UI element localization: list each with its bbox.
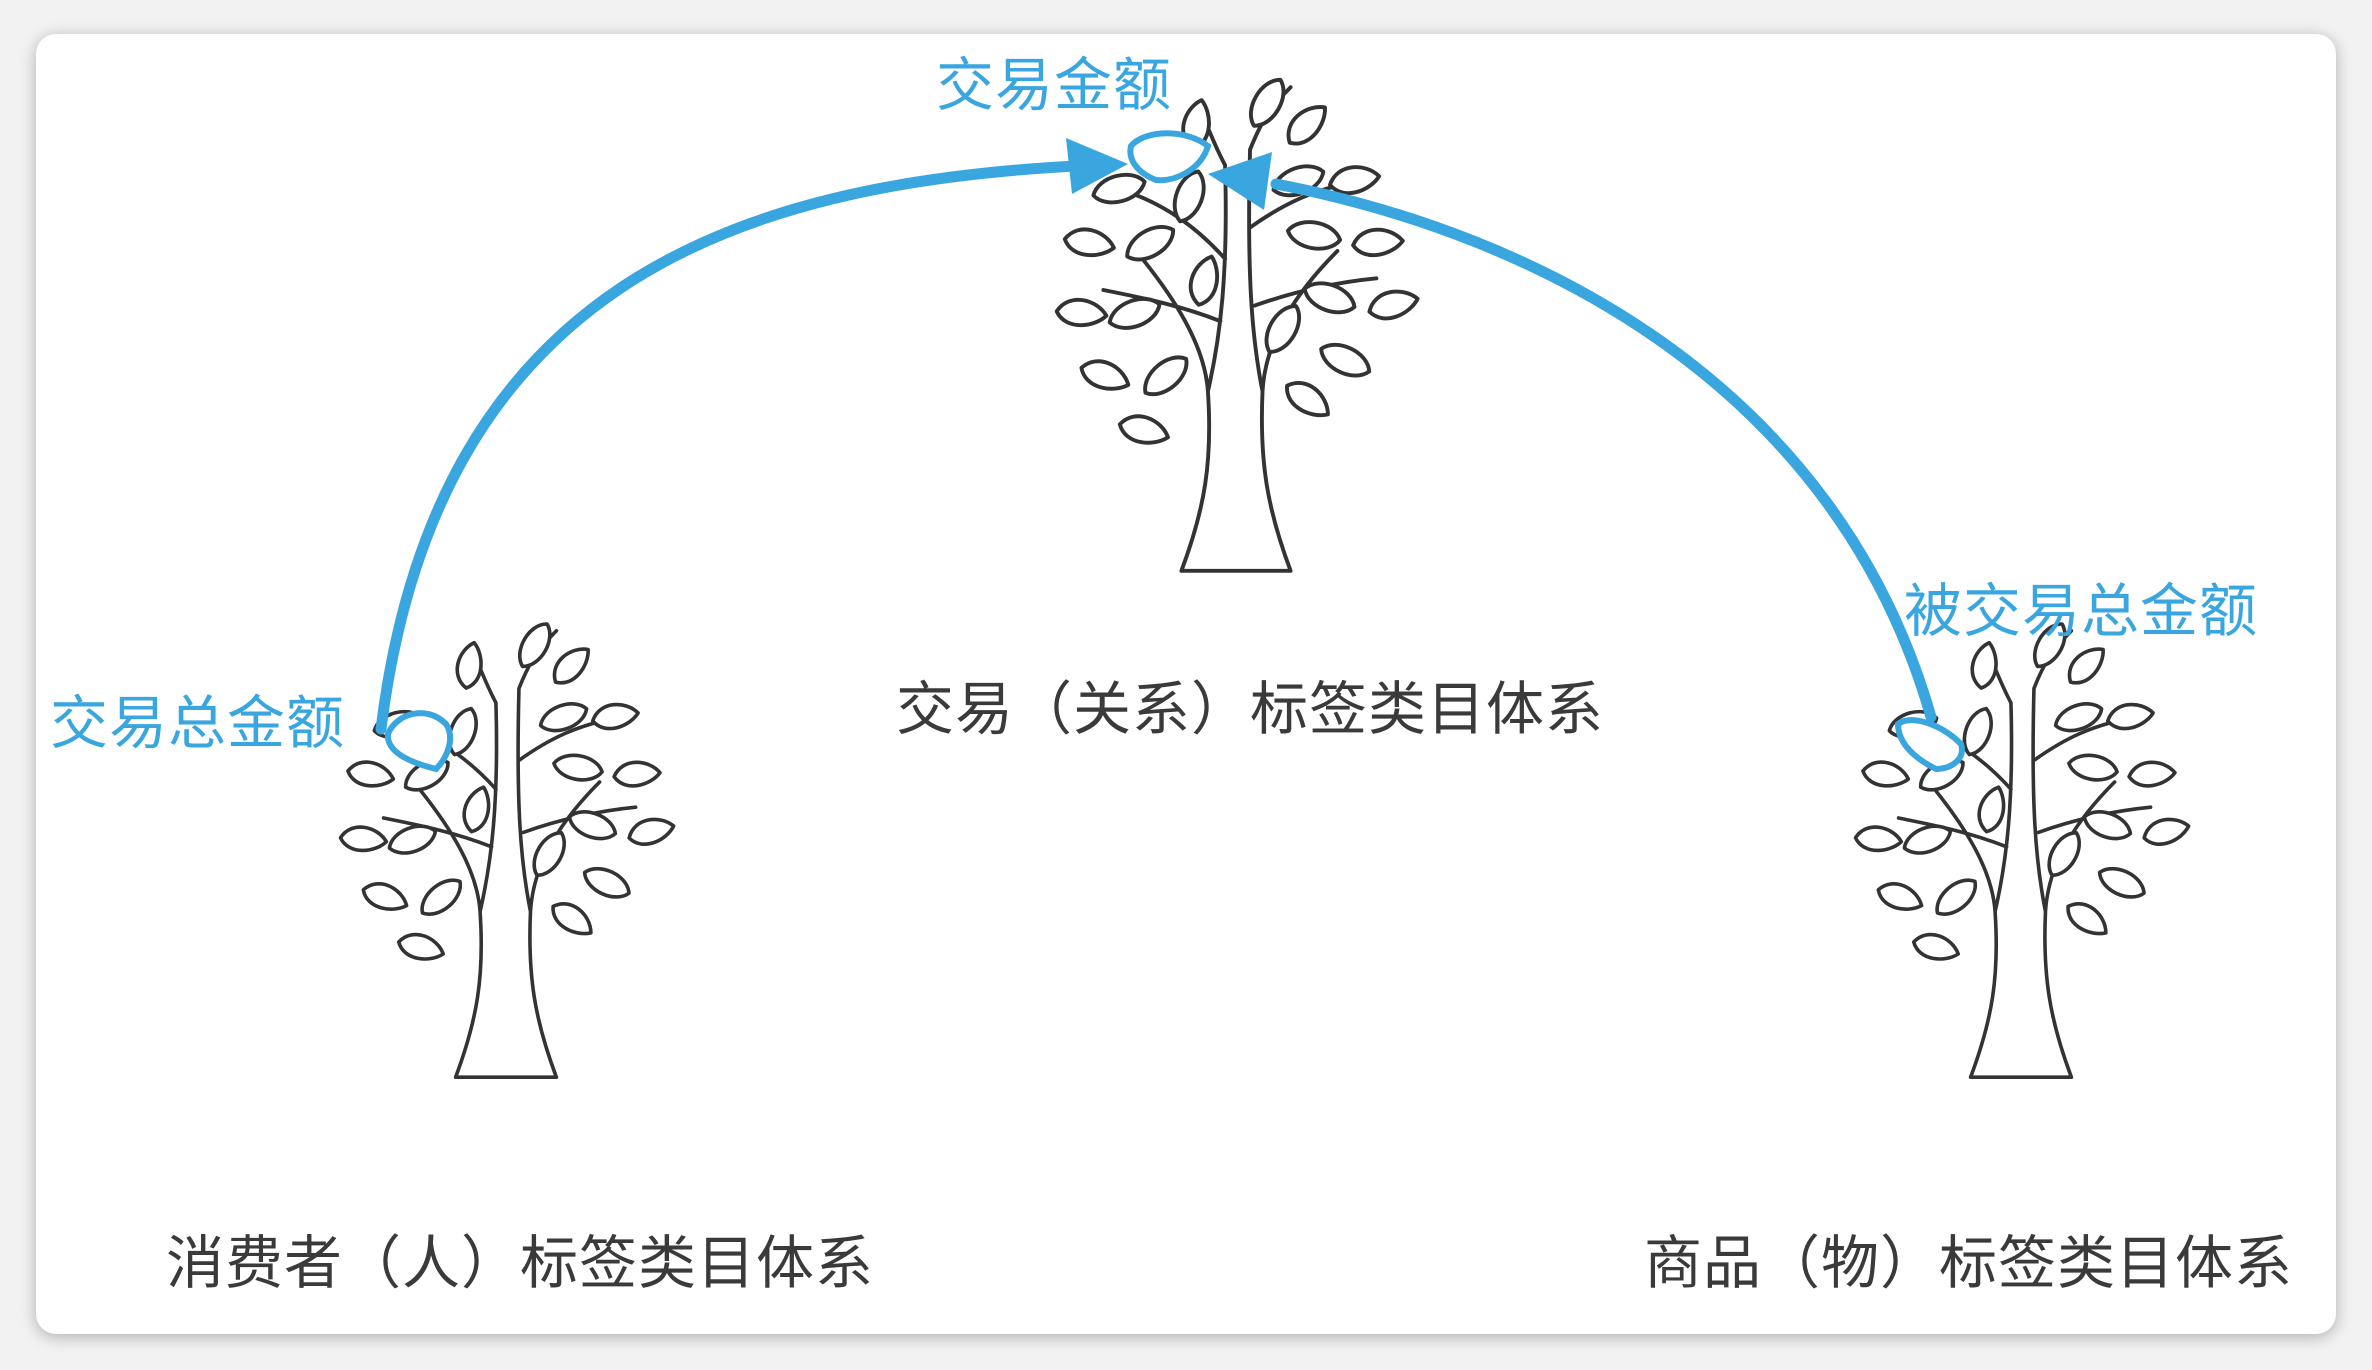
product-to-transaction-arc bbox=[1270, 178, 1937, 723]
consumer-amount-label: 交易总金额 bbox=[50, 689, 346, 757]
consumer-highlight-leaf bbox=[385, 710, 454, 773]
product-amount-label: 被交易总金额 bbox=[1904, 577, 2259, 645]
transaction-highlight-leaf bbox=[1127, 130, 1212, 184]
product-arrowhead bbox=[1208, 152, 1272, 210]
transaction-tree-illustration bbox=[1056, 73, 1421, 570]
product-tree-illustration bbox=[1855, 618, 2192, 1077]
diagram-canvas bbox=[36, 34, 2336, 1334]
product-tree-title: 商品（物）标签类目体系 bbox=[1644, 1229, 2294, 1297]
product-highlight-leaf bbox=[1894, 717, 1965, 773]
consumer-tree-title: 消费者（人）标签类目体系 bbox=[166, 1229, 875, 1297]
transaction-tree-title: 交易（关系）标签类目体系 bbox=[896, 675, 1605, 743]
consumer-to-transaction-arc bbox=[375, 160, 1082, 735]
diagram-card: 交易金额 交易总金额 被交易总金额 交易（关系）标签类目体系 消费者（人）标签类… bbox=[36, 34, 2336, 1334]
consumer-arrowhead bbox=[1066, 138, 1128, 194]
transaction-amount-label: 交易金额 bbox=[936, 51, 1173, 119]
